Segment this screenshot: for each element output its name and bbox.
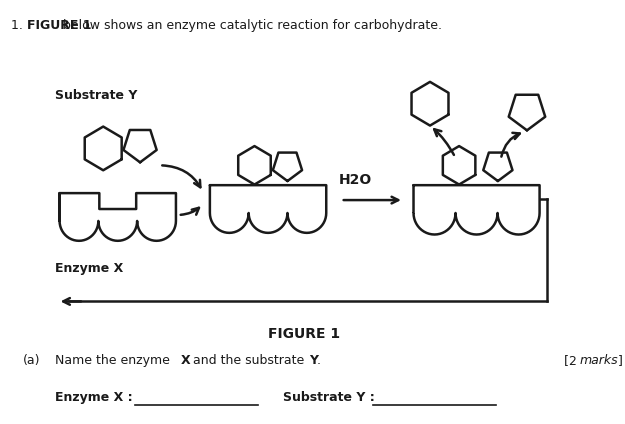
Text: Enzyme X :: Enzyme X :	[55, 391, 137, 404]
Text: (a): (a)	[22, 354, 40, 367]
Text: Name the enzyme: Name the enzyme	[55, 354, 174, 367]
Text: marks: marks	[579, 354, 618, 367]
Text: Substrate Y: Substrate Y	[55, 89, 137, 102]
Text: below shows an enzyme catalytic reaction for carbohydrate.: below shows an enzyme catalytic reaction…	[27, 19, 442, 32]
Text: Substrate Y :: Substrate Y :	[282, 391, 379, 404]
Text: [2: [2	[564, 354, 581, 367]
Text: Y: Y	[309, 354, 318, 367]
Text: FIGURE 1: FIGURE 1	[268, 327, 340, 341]
Text: and the substrate: and the substrate	[189, 354, 308, 367]
Text: FIGURE 1: FIGURE 1	[27, 19, 91, 32]
Text: 1.: 1.	[11, 19, 31, 32]
Text: X: X	[181, 354, 191, 367]
Text: H2O: H2O	[339, 173, 372, 187]
Text: ]: ]	[618, 354, 623, 367]
Text: Enzyme X: Enzyme X	[55, 262, 123, 275]
Text: .: .	[316, 354, 321, 367]
